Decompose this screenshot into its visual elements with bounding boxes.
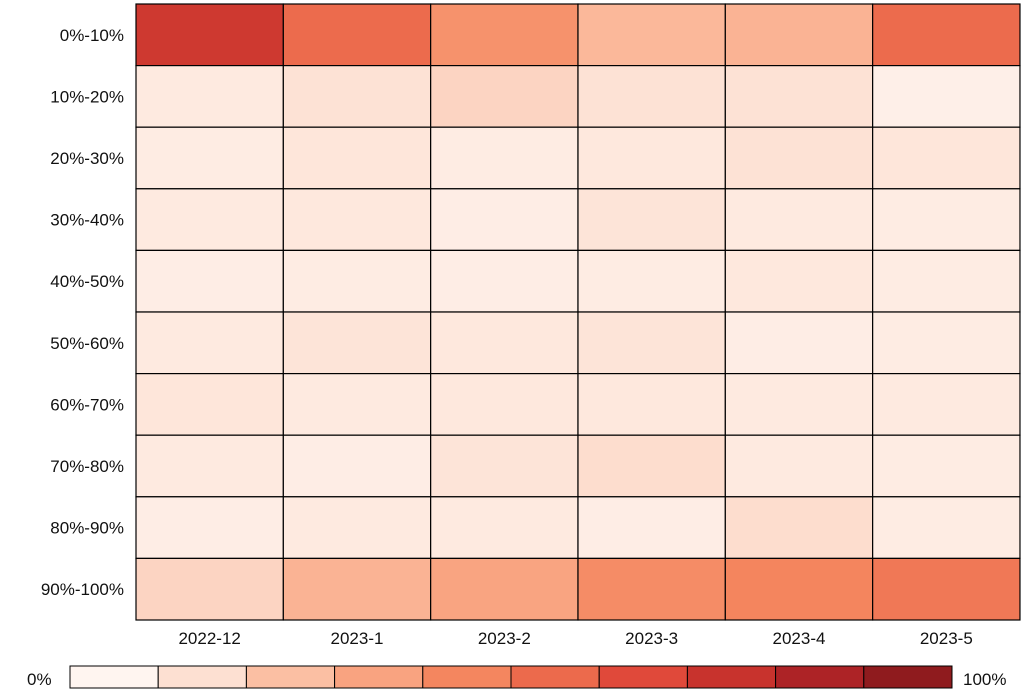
heatmap-cell	[282, 3, 432, 67]
colorbar-swatch	[775, 665, 865, 689]
heatmap-cell	[282, 64, 432, 128]
heatmap-cell	[577, 557, 726, 621]
heatmap-cell	[724, 496, 874, 559]
heatmap-cell	[577, 311, 726, 375]
heatmap-cell	[872, 373, 1021, 436]
heatmap-cell	[872, 434, 1021, 498]
y-tick-label: 90%-100%	[41, 580, 124, 599]
heatmap-cell	[135, 496, 284, 559]
x-tick-label: 2023-1	[331, 629, 384, 648]
heatmap-cell	[872, 188, 1021, 252]
heatmap-cell	[872, 3, 1021, 67]
y-tick-label: 50%-60%	[50, 334, 124, 353]
heatmap-cell	[135, 188, 284, 252]
heatmap-cell	[724, 126, 874, 190]
heatmap-cell	[135, 557, 284, 621]
y-tick-label: 70%-80%	[50, 457, 124, 476]
colorbar-swatch	[334, 665, 424, 689]
colorbar-swatch	[69, 665, 159, 689]
y-tick-label: 20%-30%	[50, 149, 124, 168]
heatmap-cell	[282, 373, 432, 436]
heatmap-cell	[872, 496, 1021, 559]
heatmap-cells	[135, 3, 1021, 621]
colorbar-swatch	[157, 665, 247, 689]
heatmap-cell	[577, 3, 726, 67]
heatmap-cell	[430, 557, 579, 621]
heatmap-cell	[577, 249, 726, 313]
heatmap-cell	[135, 3, 284, 67]
heatmap-cell	[430, 126, 579, 190]
heatmap-cell	[135, 311, 284, 375]
y-tick-label: 30%-40%	[50, 211, 124, 230]
y-tick-label: 80%-90%	[50, 519, 124, 538]
heatmap-cell	[135, 126, 284, 190]
x-tick-label: 2023-5	[920, 629, 973, 648]
heatmap-cell	[430, 249, 579, 313]
heatmap-cell	[430, 434, 579, 498]
heatmap-cell	[282, 311, 432, 375]
colorbar-min-label: 0%	[27, 670, 52, 689]
heatmap-cell	[872, 557, 1021, 621]
colorbar-swatch	[686, 665, 777, 689]
heatmap-cell	[872, 249, 1021, 313]
heatmap-cell	[577, 434, 726, 498]
heatmap-cell	[724, 557, 874, 621]
heatmap-cell	[577, 496, 726, 559]
y-tick-label: 10%-20%	[50, 87, 124, 106]
heatmap-cell	[577, 373, 726, 436]
x-tick-label: 2023-4	[773, 629, 826, 648]
colorbar-max-label: 100%	[963, 670, 1006, 689]
heatmap-cell	[282, 434, 432, 498]
heatmap-cell	[135, 434, 284, 498]
heatmap-cell	[430, 496, 579, 559]
heatmap-cell	[724, 249, 874, 313]
heatmap-cell	[724, 373, 874, 436]
x-tick-label: 2023-2	[478, 629, 531, 648]
heatmap-cell	[577, 64, 726, 128]
heatmap-cell	[135, 249, 284, 313]
x-tick-label: 2023-3	[625, 629, 678, 648]
heatmap-cell	[282, 188, 432, 252]
heatmap-cell	[724, 188, 874, 252]
heatmap-cell	[724, 3, 874, 67]
heatmap-cell	[724, 311, 874, 375]
heatmap-cell	[282, 126, 432, 190]
heatmap-cell	[430, 64, 579, 128]
y-axis-tick-labels: 0%-10% 10%-20% 20%-30% 30%-40% 40%-50% 50%-60…	[41, 26, 124, 599]
x-axis-tick-labels: 2022-12 2023-1 2023-2 2023-3 2023-4 2023-5	[178, 629, 972, 648]
heatmap-cell	[135, 64, 284, 128]
heatmap-cell	[872, 126, 1021, 190]
heatmap-cell	[430, 3, 579, 67]
heatmap-cell	[282, 249, 432, 313]
y-tick-label: 40%-50%	[50, 272, 124, 291]
colorbar-swatch	[510, 665, 600, 689]
x-tick-label: 2022-12	[178, 629, 240, 648]
heatmap-cell	[430, 188, 579, 252]
heatmap-cell	[872, 64, 1021, 128]
y-tick-label: 0%-10%	[60, 26, 124, 45]
heatmap-cell	[577, 188, 726, 252]
y-tick-label: 60%-70%	[50, 395, 124, 414]
heatmap-cell	[430, 373, 579, 436]
colorbar-swatch	[422, 665, 512, 689]
heatmap-cell	[430, 311, 579, 375]
colorbar-swatch	[598, 665, 688, 689]
heatmap-cell	[724, 64, 874, 128]
heatmap-cell	[577, 126, 726, 190]
colorbar-swatch	[245, 665, 336, 689]
heatmap-cell	[724, 434, 874, 498]
colorbar-swatch	[863, 665, 953, 689]
heatmap-cell	[872, 311, 1021, 375]
colorbar-legend: 0% 100%	[27, 665, 1006, 689]
heatmap-cell	[282, 557, 432, 621]
heatmap-cell	[135, 373, 284, 436]
heatmap-cell	[282, 496, 432, 559]
